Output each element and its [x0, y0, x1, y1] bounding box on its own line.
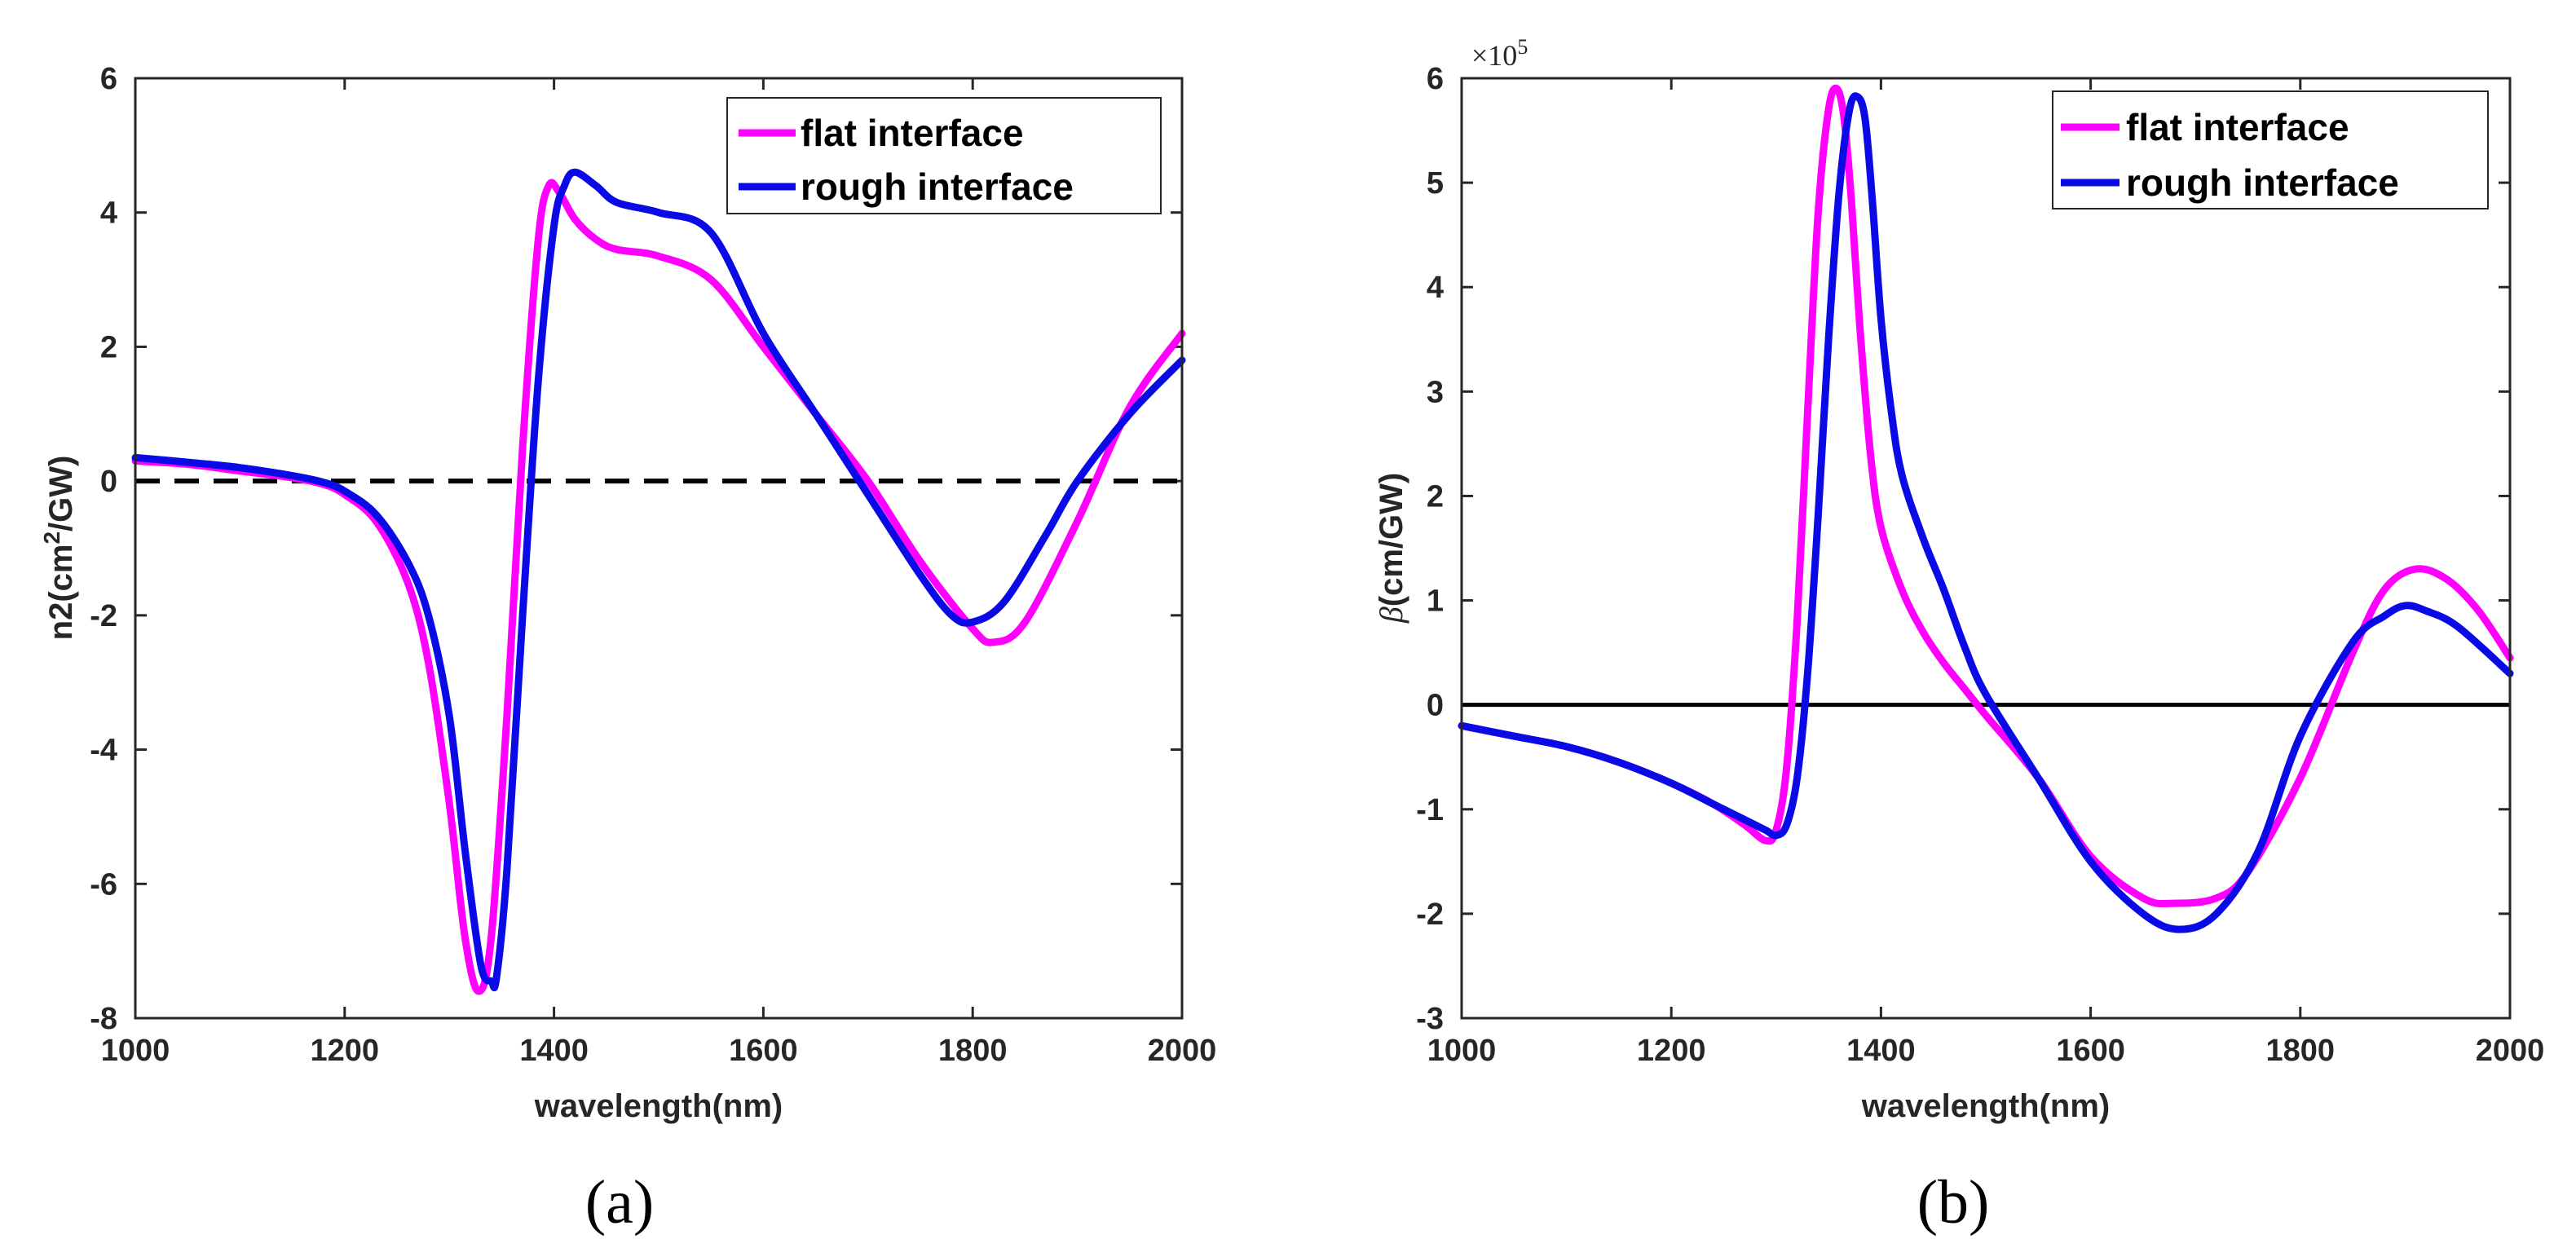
x-tick-label-b-2000: 2000 — [2476, 1034, 2545, 1068]
y-axis-label-a: n2(cm2/GW) — [39, 456, 80, 641]
series-line-flat-b — [1458, 84, 2514, 908]
x-tick-label-b-1400: 1400 — [1846, 1034, 1916, 1068]
exponent-label-b: ×105 — [1471, 35, 1528, 73]
panel-b: 1000 1200 1400 1600 1800 2000 -3 -2 -1 0 1 2 3 4 5 6 ×1… — [1373, 35, 2544, 1237]
y-tick-label-b-3: 3 — [1427, 375, 1444, 409]
x-tick-label-b-1200: 1200 — [1637, 1034, 1706, 1068]
tick-labels-a: 1000 1200 1400 1600 1800 2000 -8 -6 -4 -2 0 2 4 6 — [90, 62, 1216, 1068]
legend-b: flat interface rough interface — [2052, 90, 2489, 210]
axes-frame-a — [134, 77, 1184, 1020]
x-tick-label-a-1200: 1200 — [311, 1034, 380, 1068]
y-tick-label-a--2: -2 — [90, 599, 117, 633]
legend-label-rough-a: rough interface — [801, 165, 1074, 208]
x-tick-label-a-1000: 1000 — [101, 1034, 170, 1068]
series-line-flat-a — [131, 179, 1186, 995]
y-tick-label-a-0: 0 — [100, 465, 117, 499]
tick-labels-b: 1000 1200 1400 1600 1800 2000 -3 -2 -1 0 1 2 3 4 5 6 — [1416, 62, 2544, 1068]
y-tick-label-b-6: 6 — [1427, 62, 1444, 96]
x-axis-label-b: wavelength(nm) — [1861, 1088, 2110, 1124]
y-tick-label-b-0: 0 — [1427, 689, 1444, 723]
panel-caption-b: (b) — [1917, 1168, 1990, 1237]
y-tick-label-a--4: -4 — [90, 734, 117, 768]
x-tick-label-a-2000: 2000 — [1148, 1034, 1217, 1068]
x-axis-label-a: wavelength(nm) — [534, 1088, 783, 1124]
y-tick-label-a-4: 4 — [100, 196, 117, 231]
y-axis-label-b: β(cm/GW) — [1373, 473, 1409, 624]
y-tick-label-b-2: 2 — [1427, 479, 1444, 514]
y-tick-label-b--2: -2 — [1416, 898, 1444, 932]
y-tick-label-a-2: 2 — [100, 330, 117, 364]
y-tick-label-b-4: 4 — [1427, 271, 1444, 305]
y-tick-label-b--3: -3 — [1416, 1002, 1444, 1036]
axes-frame-b — [1460, 77, 2512, 1020]
panel-a: 1000 1200 1400 1600 1800 2000 -8 -6 -4 -2 0 2 4 6 wav… — [39, 62, 1217, 1237]
x-tick-label-b-1800: 1800 — [2266, 1034, 2336, 1068]
legend-label-flat-a: flat interface — [801, 112, 1024, 154]
panel-caption-a: (a) — [585, 1168, 654, 1237]
x-tick-label-a-1400: 1400 — [519, 1034, 589, 1068]
plot-area-a — [135, 78, 1182, 1018]
legend-box-a — [726, 97, 1162, 214]
y-tick-label-a--6: -6 — [90, 867, 117, 902]
x-tick-label-a-1600: 1600 — [729, 1034, 798, 1068]
y-tick-label-b-5: 5 — [1427, 166, 1444, 201]
plot-area-b — [1462, 78, 2510, 1018]
y-tick-label-a-6: 6 — [100, 62, 117, 96]
y-tick-label-b--1: -1 — [1416, 793, 1444, 827]
x-tick-label-a-1800: 1800 — [938, 1034, 1008, 1068]
series-lines-a — [131, 168, 1186, 995]
legend-box-b — [2052, 90, 2489, 210]
y-tick-label-b-1: 1 — [1427, 584, 1444, 619]
legend-label-rough-b: rough interface — [2126, 161, 2399, 204]
legend-label-flat-b: flat interface — [2126, 106, 2349, 148]
y-tick-label-a--8: -8 — [90, 1002, 117, 1036]
series-lines-b — [1458, 84, 2514, 933]
x-tick-label-b-1000: 1000 — [1427, 1034, 1497, 1068]
series-line-rough-a — [131, 168, 1186, 992]
series-line-rough-b — [1458, 92, 2514, 933]
legend-a: flat interface rough interface — [726, 97, 1162, 214]
x-tick-label-b-1600: 1600 — [2056, 1034, 2125, 1068]
